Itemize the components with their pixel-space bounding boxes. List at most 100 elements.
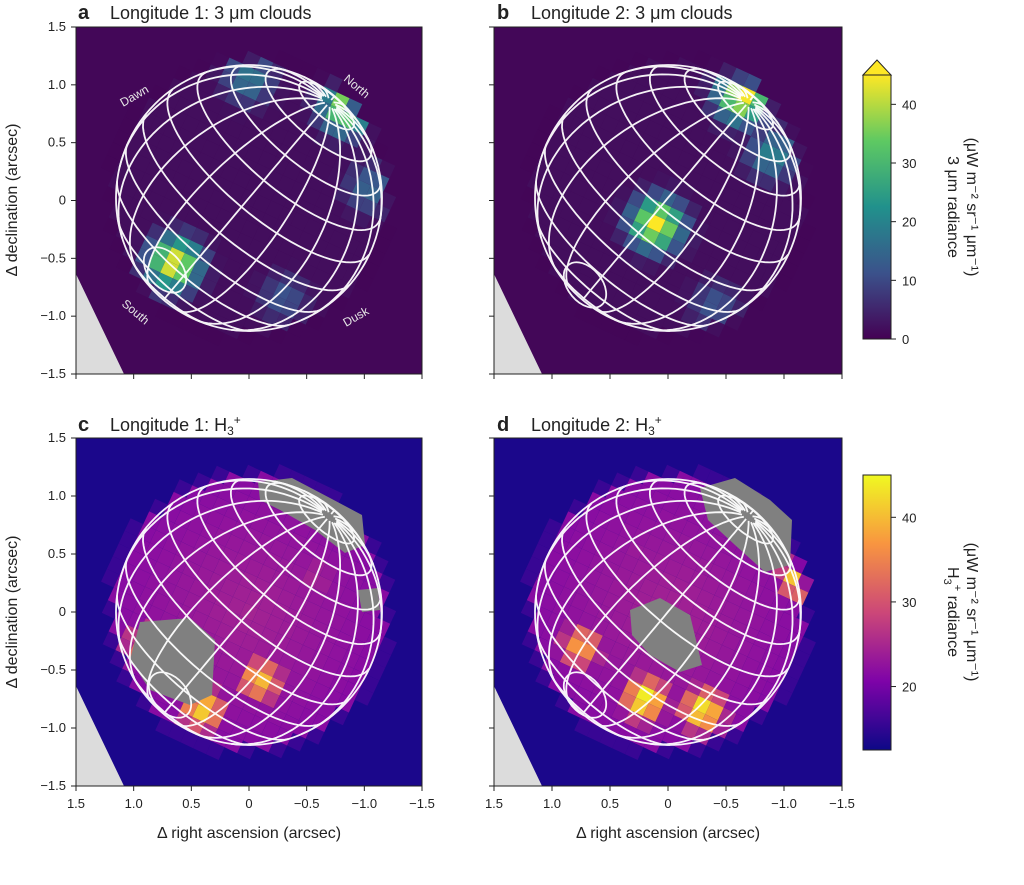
panel-c-meridian-line — [118, 487, 323, 582]
panel-a-pixel — [272, 250, 292, 269]
panel-c-axes: 1.5 1.0 0.5 0 −0.5 −1.0 −1.51.51.00.50−0.5−1.0… — [40, 430, 435, 811]
panel-d-pixel — [765, 606, 784, 625]
panel-a-pixel — [286, 287, 305, 307]
panel-d-pixel — [629, 666, 648, 685]
panel-d-x-tick-label: −1.5 — [829, 796, 855, 811]
panel-d-pixel — [625, 541, 645, 560]
panel-a-pixel — [184, 240, 204, 259]
panel-c-pixel — [195, 597, 215, 617]
panel-b-pixel — [713, 137, 733, 156]
panel-d-meridian-line — [749, 509, 755, 515]
panel-c-pixel — [282, 545, 301, 564]
panel-c-pixel — [202, 616, 222, 635]
colorbar-3um-ticks-tick-label: 40 — [902, 97, 916, 112]
panel-d-pixel — [729, 682, 749, 701]
panel-c-pixel — [262, 520, 282, 540]
panel-d-pixel — [690, 601, 709, 621]
panel-c-pixel — [315, 606, 334, 626]
panel-c-y-tick-label: −1.5 — [40, 778, 66, 793]
panel-b-pixel — [748, 261, 767, 280]
panel-a-pixel — [227, 182, 246, 202]
panel-c-pixel — [286, 701, 305, 721]
panel-a-pixel — [323, 274, 343, 293]
panel-c-pixel — [187, 516, 206, 535]
panel-a-letter: a — [78, 2, 90, 24]
panel-c-pixel — [205, 741, 225, 760]
panel-d-meridian-line — [649, 522, 778, 746]
panel-a-pixel — [291, 243, 310, 263]
panel-c-pixel — [273, 464, 293, 483]
panel-b-pixel — [537, 116, 557, 136]
panel-b-pixel — [575, 134, 595, 154]
panel-c-title: Longitude 1: H3+ — [110, 413, 241, 438]
panel-a-pixel — [222, 258, 242, 277]
panel-a-pixel — [288, 149, 308, 169]
panel-a-pixel — [354, 273, 374, 292]
panel-a-pixel — [221, 226, 241, 246]
panel-d-meridian-line — [547, 511, 743, 687]
panel-b-pixel — [629, 252, 648, 271]
panel-d-pixel — [764, 574, 783, 594]
panel-c-pixel — [214, 590, 233, 610]
panel-b-pixel — [630, 83, 650, 102]
panel-b-pixel — [612, 321, 631, 341]
panel-a-pixel — [234, 232, 254, 252]
panel-d-pixel — [603, 654, 623, 673]
panel-a-pixel — [243, 313, 262, 333]
panel-a-pixel — [372, 235, 392, 254]
panel-b-pixel — [701, 162, 721, 182]
panel-c-pixel — [288, 563, 308, 583]
panel-c-pixel — [236, 477, 255, 497]
panel-d-pixel — [642, 703, 662, 722]
panel-a-pixel — [127, 198, 146, 217]
panel-d-x-tick-label: −0.5 — [713, 796, 739, 811]
panel-a-pixel — [329, 261, 348, 280]
panel-b-pixel — [551, 154, 570, 173]
panel-a-pixel — [211, 83, 231, 102]
panel-d-pixel — [692, 695, 712, 715]
panel-c-pixel — [294, 551, 314, 570]
panel-d-pixel — [624, 509, 644, 529]
panel-a-meridian-line — [117, 85, 323, 239]
panel-d-pixel — [525, 556, 545, 575]
panel-d-pixel — [713, 551, 733, 570]
panel-c-pixel — [240, 634, 260, 653]
panel-b-pixel — [623, 264, 642, 284]
panel-b-pixel — [734, 192, 753, 212]
panel-b-meridian-line — [740, 86, 749, 99]
panel-a-pixel — [271, 187, 290, 207]
panel-a-pixel — [319, 117, 338, 137]
panel-d-pixel — [635, 684, 655, 704]
panel-d-graticule — [534, 478, 802, 746]
panel-b-pixel — [705, 287, 724, 307]
panel-a-meridian-line — [330, 95, 336, 101]
panel-a-pixel — [102, 217, 122, 237]
panel-d-pixel — [728, 650, 748, 670]
panel-a-pixel — [269, 125, 288, 144]
panel-b-pixel — [681, 106, 701, 126]
panel-b-pixel — [752, 186, 772, 205]
panel-d-meridian-line — [536, 499, 742, 653]
panel-c-pixel — [227, 596, 246, 616]
panel-c-pixel — [234, 646, 254, 666]
colorbar-3um-ticks-tick-label: 20 — [902, 215, 916, 230]
panel-c-pixel — [102, 631, 122, 651]
x-axis-label-left: Δ right ascension (arcsec) — [157, 825, 341, 842]
panel-d-pixel — [563, 542, 582, 562]
panel-d-pixel — [655, 709, 674, 728]
panel-d-pixel — [583, 598, 602, 618]
panel-d-pixel — [688, 539, 707, 558]
panel-b-heatmap — [494, 27, 842, 374]
panel-b-meridian-line — [754, 105, 793, 151]
panel-c-pixel — [106, 556, 126, 575]
masked-region — [630, 598, 702, 672]
panel-d-meridian-line — [754, 519, 793, 565]
panel-b-pixel — [662, 313, 681, 333]
panel-d-pixel — [710, 657, 729, 677]
panel-b-pixel — [625, 127, 645, 146]
panel-b-pixel — [640, 195, 659, 215]
panel-a-pixels — [101, 50, 397, 346]
panel-c-meridian-line — [334, 517, 360, 538]
panel-d-pixel — [680, 721, 700, 740]
panel-d-x-tick-label: 0.5 — [601, 796, 619, 811]
